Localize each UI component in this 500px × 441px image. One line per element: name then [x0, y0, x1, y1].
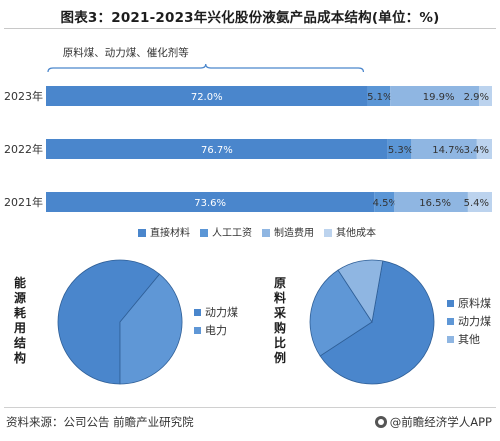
bar-segment	[387, 139, 412, 159]
pie-slice	[57, 259, 161, 385]
bar-legend: 直接材料 人工工资 制造费用 其他成本	[138, 226, 376, 239]
legend-label: 直接材料	[150, 226, 190, 239]
legend-swatch	[324, 229, 332, 237]
side-title-char: 比	[274, 335, 286, 350]
legend-label: 其他	[458, 333, 480, 346]
brand-logo-icon	[374, 416, 387, 428]
bar-segment	[46, 139, 388, 159]
side-title-char: 购	[274, 320, 286, 335]
data-label: 73.6%	[194, 198, 226, 209]
legend-label: 原料煤	[458, 296, 491, 310]
bar-segment	[46, 192, 375, 212]
side-title-char: 采	[273, 305, 286, 320]
pie-slice	[309, 269, 373, 357]
legend-swatch	[447, 336, 454, 343]
pie-slice	[319, 260, 435, 385]
annotation-bracket: 原料煤、动力煤、催化剂等	[47, 46, 365, 73]
data-label: 5.4%	[464, 198, 489, 209]
source-note: 资料来源：公司公告 前瞻产业研究院	[6, 415, 194, 429]
brand-tag: @前瞻经济学人APP	[374, 414, 492, 430]
legend-swatch	[262, 229, 270, 237]
legend-label: 动力煤	[458, 315, 491, 328]
bar-segment	[479, 86, 492, 106]
bar-segment	[411, 139, 477, 159]
bar-segment	[390, 86, 480, 106]
bar-segment	[46, 86, 368, 106]
legend-swatch	[447, 300, 454, 307]
data-label: 5.3%	[388, 145, 413, 156]
data-label: 76.7%	[201, 145, 233, 156]
legend-swatch	[194, 309, 201, 316]
data-label: 3.4%	[464, 145, 489, 156]
data-label: 4.5%	[373, 198, 398, 209]
legend-swatch	[200, 229, 208, 237]
brand-text: @前瞻经济学人APP	[389, 415, 492, 429]
side-title-char: 用	[13, 321, 26, 335]
data-label: 19.9%	[423, 92, 455, 103]
bar-segment	[367, 86, 391, 106]
side-title-char: 源	[14, 290, 26, 305]
legend-label: 动力煤	[205, 306, 238, 319]
data-label: 2.9%	[464, 92, 489, 103]
bracket-line	[47, 63, 365, 73]
side-title-char: 能	[14, 275, 26, 290]
pie-slice	[337, 259, 384, 324]
bar-segment	[374, 192, 395, 212]
bar-segment	[467, 192, 492, 212]
chart-area: 2023年 72.0% 5.1% 19.9% 2.9% 2022年 76.7% 5.3% 14.…	[4, 46, 492, 385]
data-label: 72.0%	[191, 92, 223, 103]
side-title-char: 结	[14, 335, 26, 350]
side-title-char: 原	[274, 276, 286, 290]
footer-divider	[4, 407, 496, 408]
bar-segment	[394, 192, 468, 212]
side-title-char: 料	[274, 290, 286, 305]
pie-slice	[119, 273, 183, 385]
category-label: 2022年	[4, 142, 43, 156]
category-label: 2023年	[4, 89, 43, 103]
category-label: 2021年	[4, 195, 43, 209]
legend-label: 其他成本	[336, 226, 376, 239]
side-title-char: 例	[274, 350, 286, 365]
bar-segment	[476, 139, 492, 159]
data-label: 14.7%	[432, 145, 464, 156]
stacked-bar-chart: 2023年 72.0% 5.1% 19.9% 2.9% 2022年 76.7% 5.3% 14.…	[4, 86, 492, 212]
legend-swatch	[138, 229, 146, 237]
side-title-char: 耗	[14, 305, 26, 320]
title-divider	[4, 28, 496, 29]
legend-label: 电力	[205, 324, 227, 337]
legend-label: 人工工资	[212, 227, 252, 239]
side-title-char: 构	[14, 350, 26, 365]
legend-label: 制造费用	[274, 226, 314, 239]
data-label: 16.5%	[419, 198, 451, 209]
data-label: 5.1%	[367, 92, 392, 103]
annotation-text: 原料煤、动力煤、催化剂等	[63, 46, 189, 59]
legend-swatch	[447, 318, 454, 325]
chart-title: 图表3：2021-2023年兴化股份液氨产品成本结构(单位：%)	[60, 10, 440, 26]
legend-swatch	[194, 327, 201, 334]
